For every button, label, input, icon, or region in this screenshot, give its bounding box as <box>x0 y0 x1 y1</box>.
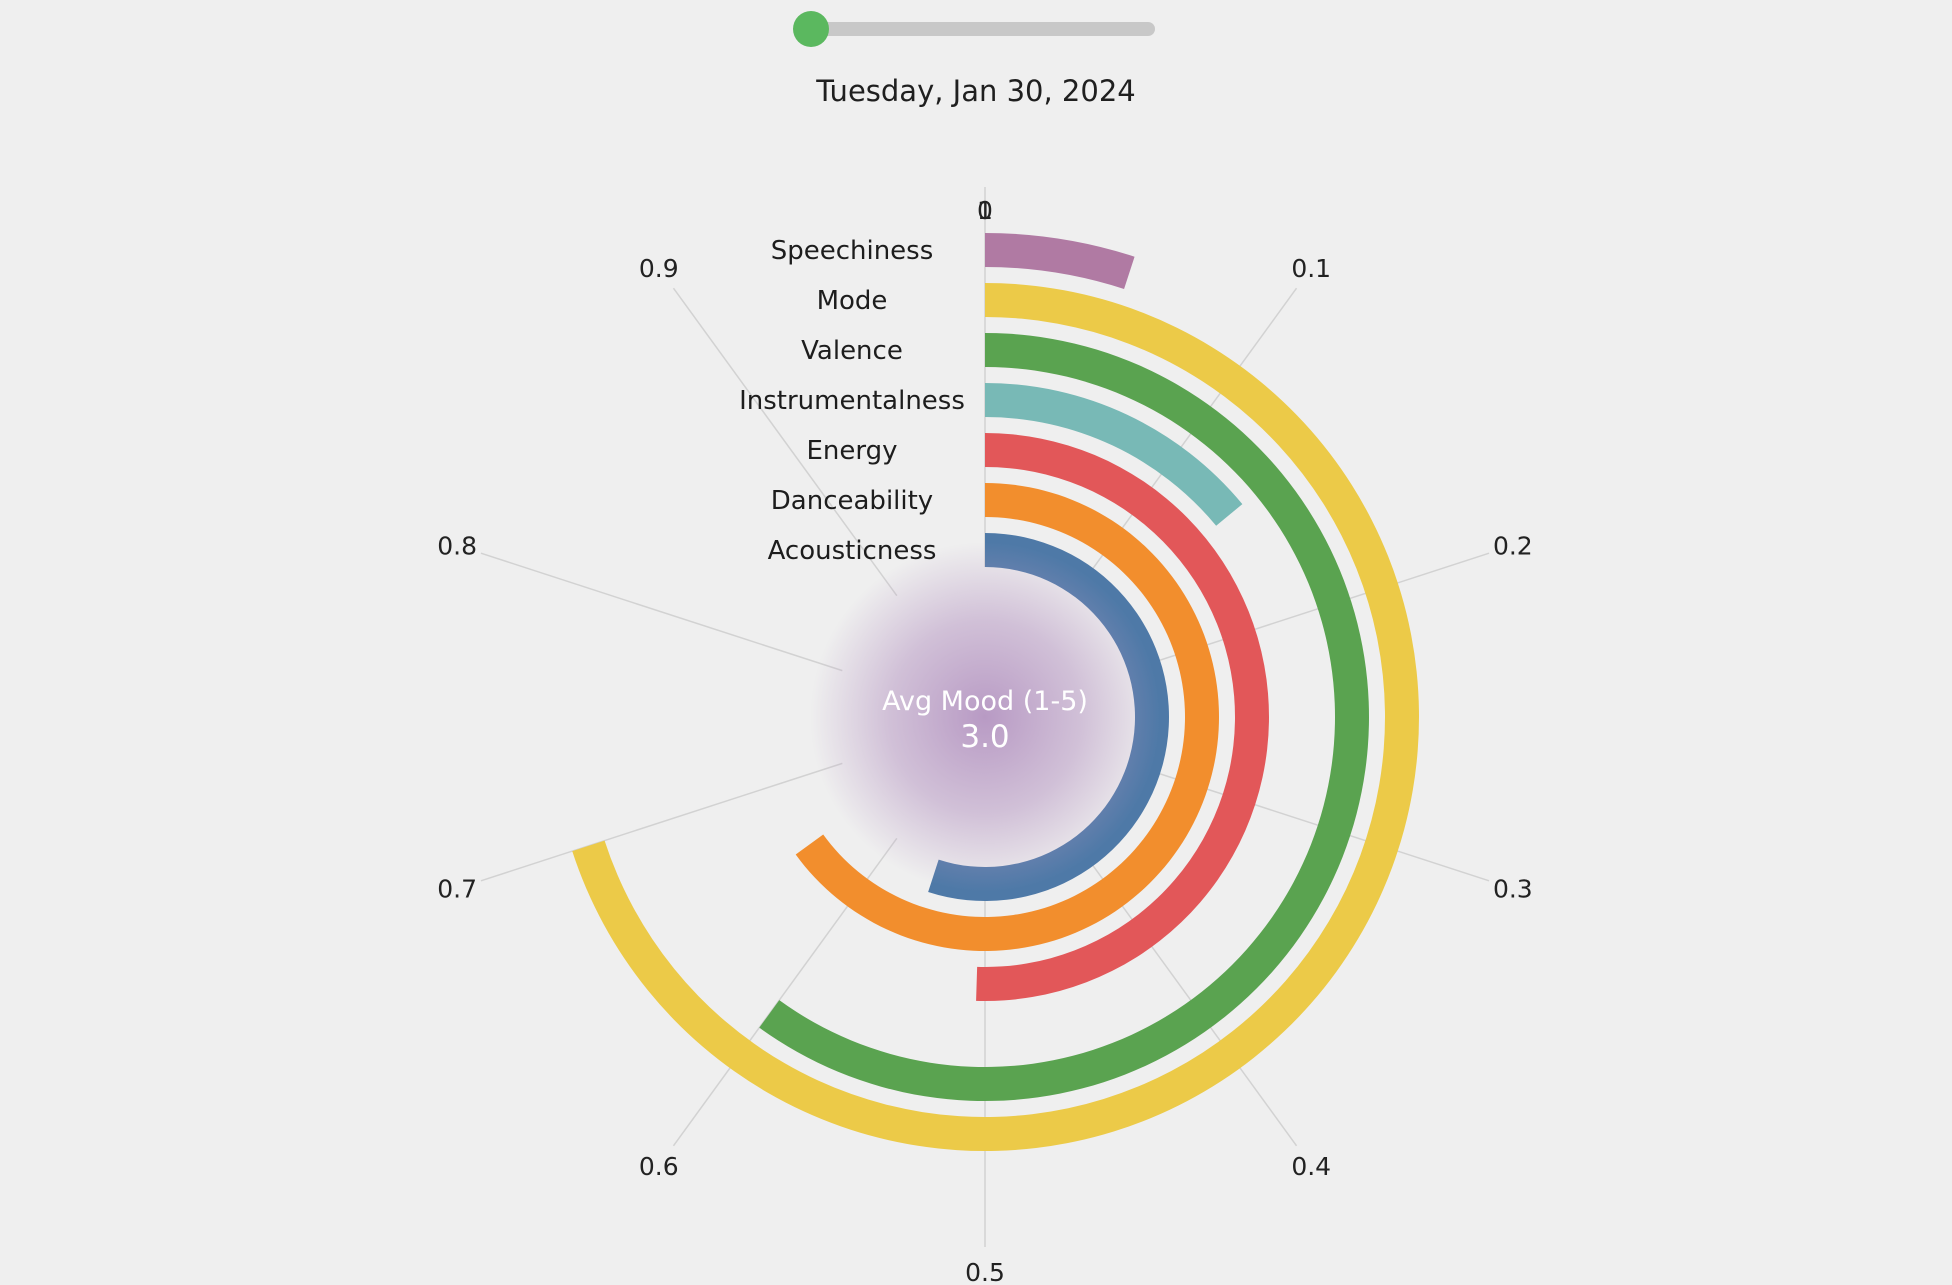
grid-spoke-0.9 <box>672 287 898 597</box>
center-value: 3.0 <box>960 719 1009 755</box>
tick-label-0.1: 0.1 <box>1291 254 1331 283</box>
tick-label-0: 0 <box>977 196 993 225</box>
tick-label-0.3: 0.3 <box>1493 875 1533 904</box>
grid-spoke-0.7 <box>480 762 843 882</box>
label-valence: Valence <box>801 336 903 366</box>
tick-labels: 01 0.1 0.2 0.3 0.4 0.5 0.6 0.7 0.8 0.9 <box>437 196 1532 1285</box>
date-slider[interactable] <box>793 11 1155 47</box>
tick-label-overlap: 1 <box>977 196 993 225</box>
grid-spoke-0.8 <box>480 552 843 672</box>
tick-label-0.7: 0.7 <box>437 875 477 904</box>
center-title: Avg Mood (1-5) <box>882 686 1088 717</box>
label-danceability: Danceability <box>771 486 933 516</box>
tick-label-0.5: 0.5 <box>965 1258 1005 1285</box>
slider-track[interactable] <box>810 22 1155 36</box>
tick-label-0.4: 0.4 <box>1291 1152 1331 1181</box>
label-speechiness: Speechiness <box>771 236 934 266</box>
label-acousticness: Acousticness <box>768 536 937 566</box>
category-labels: Speechiness Mode Valence Instrumentalness En… <box>739 236 965 566</box>
tick-label-0.9: 0.9 <box>639 254 679 283</box>
label-instrumentalness: Instrumentalness <box>739 386 965 416</box>
arc-energy <box>976 433 1269 1001</box>
center-glow <box>810 542 1160 892</box>
tick-label-0.8: 0.8 <box>437 531 477 560</box>
slider-thumb[interactable] <box>793 11 829 47</box>
arc-instrumentalness <box>985 383 1243 526</box>
arc-speechiness <box>985 233 1135 290</box>
tick-label-0.2: 0.2 <box>1493 531 1533 560</box>
label-mode: Mode <box>817 286 888 316</box>
label-energy: Energy <box>806 436 897 466</box>
date-label: Tuesday, Jan 30, 2024 <box>816 74 1136 108</box>
tick-label-0.6: 0.6 <box>639 1152 679 1181</box>
